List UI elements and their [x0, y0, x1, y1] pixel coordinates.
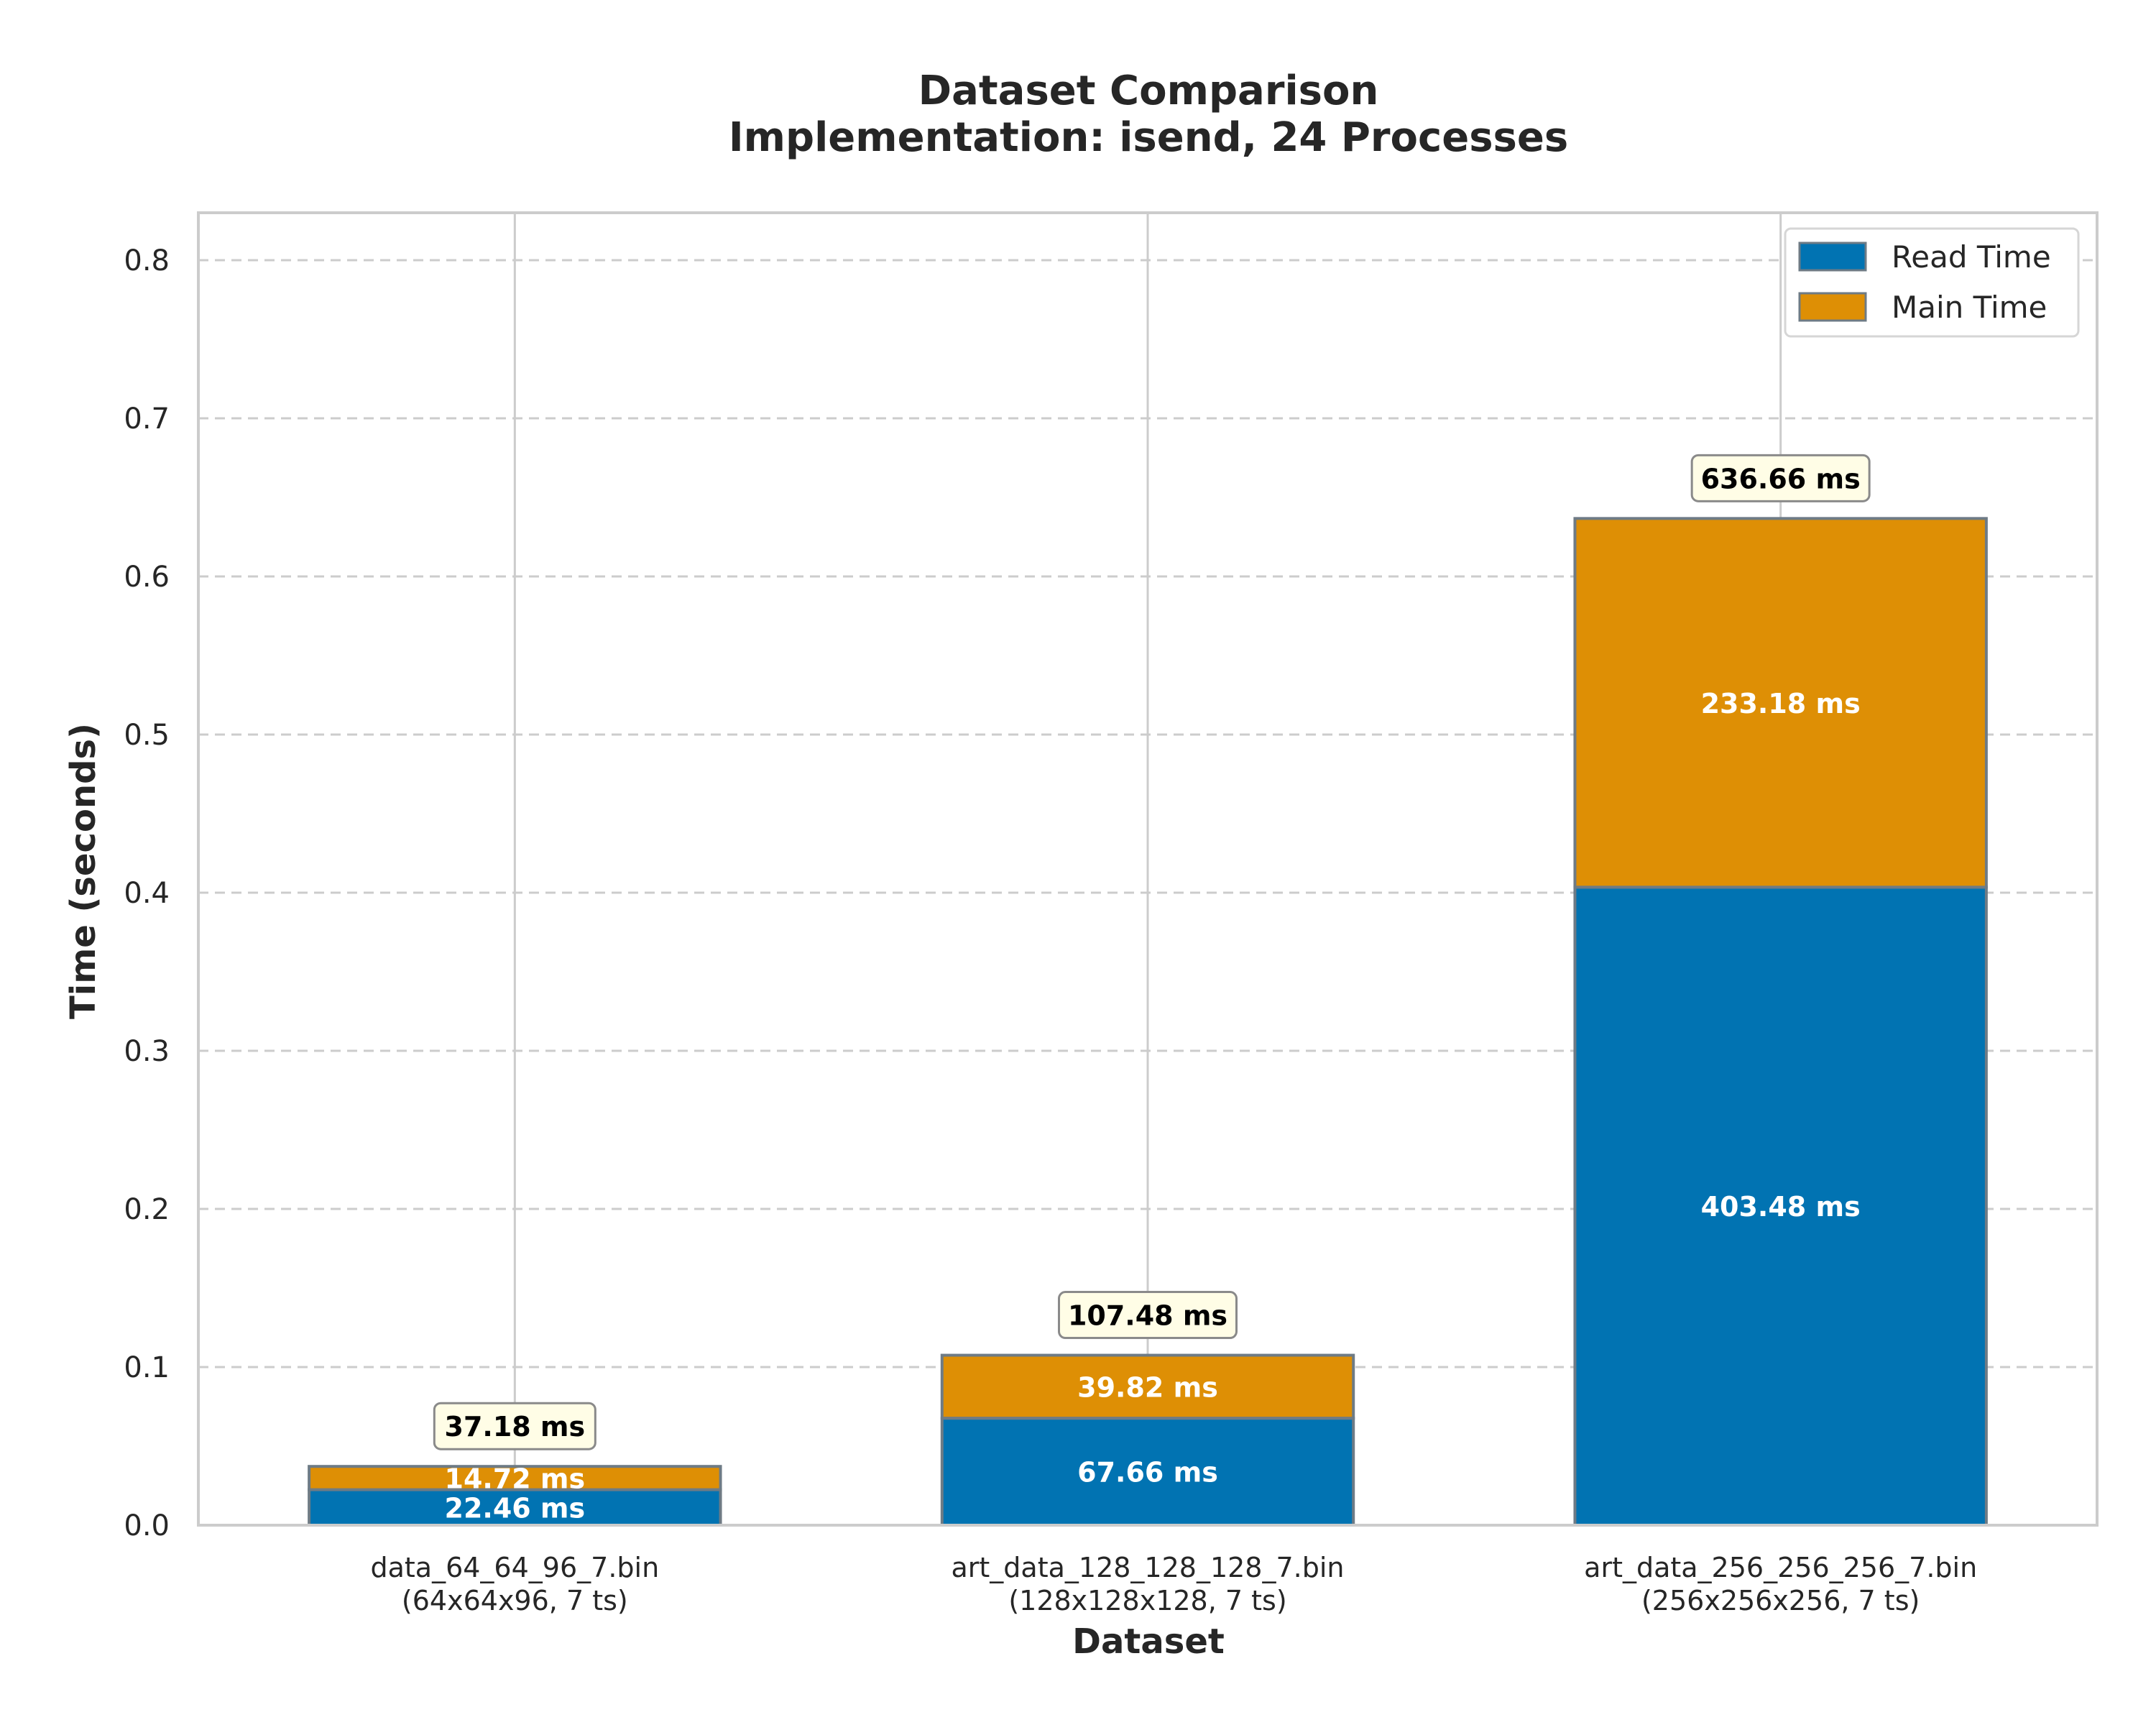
legend-swatch [1798, 292, 1867, 322]
plot-area: 0.0 0.1 0.2 0.3 0.4 0.5 0.6 0.7 0.8 22.46 ms14.72… [124, 211, 2099, 1616]
bar-segment [940, 1353, 1355, 1420]
total-label-box [1058, 1291, 1238, 1340]
bar-total-label: 37.18 ms [445, 1411, 586, 1443]
x-tick-detail: (64x64x96, 7 ts) [402, 1585, 628, 1616]
y-tick-label: 0.5 [124, 719, 170, 752]
y-axis-label: Time (seconds) [63, 723, 103, 1019]
x-axis-label: Dataset [1072, 1622, 1225, 1662]
total-label-box [433, 1402, 596, 1450]
plot-frame [197, 211, 2099, 1527]
x-tick-detail: (256x256x256, 7 ts) [1641, 1585, 1920, 1616]
chart-subtitle: Implementation: isend, 24 Processes [729, 114, 1568, 161]
bar-value-label: 233.18 ms [1701, 688, 1861, 719]
legend: Read Time Main Time [1784, 227, 2080, 338]
y-tick-label: 0.3 [124, 1035, 170, 1068]
x-tick-label: art_data_256_256_256_7.bin [1584, 1552, 1977, 1583]
bar-value-label: 67.66 ms [1077, 1457, 1218, 1489]
x-tick-label: art_data_128_128_128_7.bin [951, 1552, 1344, 1583]
bar-total-label: 107.48 ms [1068, 1300, 1227, 1332]
x-tick-detail: (128x128x128, 7 ts) [1008, 1585, 1286, 1616]
bar-value-label: 14.72 ms [445, 1463, 586, 1494]
bar-segment [308, 1488, 722, 1527]
bar-segment [308, 1465, 722, 1491]
legend-entry: Main Time [1892, 290, 2047, 325]
y-tick-label: 0.4 [124, 877, 170, 910]
y-tick-label: 0.8 [124, 244, 170, 277]
legend-swatch [1798, 242, 1867, 272]
y-tick-label: 0.2 [124, 1193, 170, 1226]
bar-segment [940, 1417, 1355, 1527]
bar-segment [1573, 517, 1988, 889]
x-tick-label: data_64_64_96_7.bin [370, 1552, 659, 1583]
y-tick-label: 0.7 [124, 402, 170, 436]
y-tick-label: 0.0 [124, 1509, 170, 1542]
y-tick-label: 0.6 [124, 561, 170, 594]
bar-total-label: 636.66 ms [1701, 463, 1861, 494]
bar-value-label: 403.48 ms [1701, 1191, 1861, 1223]
bar-value-label: 39.82 ms [1077, 1371, 1218, 1403]
y-tick-label: 0.1 [124, 1351, 170, 1384]
chart-title: Dataset Comparison [918, 68, 1379, 114]
legend-entry: Read Time [1892, 239, 2051, 275]
bar-value-label: 22.46 ms [445, 1492, 586, 1524]
total-label-box [1690, 454, 1871, 502]
